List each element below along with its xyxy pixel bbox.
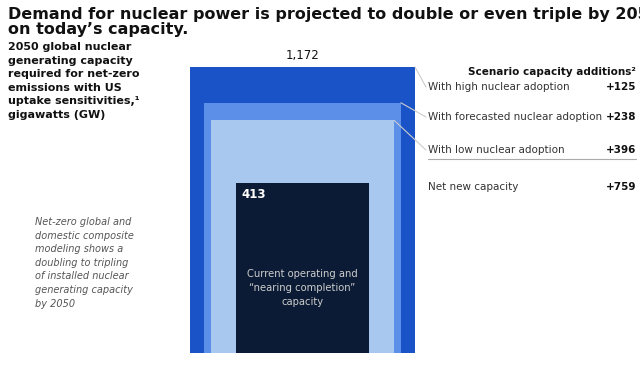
Text: With low nuclear adoption: With low nuclear adoption bbox=[428, 145, 568, 155]
Text: +759: +759 bbox=[605, 182, 636, 192]
Text: 2050 global nuclear
generating capacity
required for net-zero
emissions with US
: 2050 global nuclear generating capacity … bbox=[8, 42, 140, 120]
Text: Net-zero global and
domestic composite
modeling shows a
doubling to tripling
of : Net-zero global and domestic composite m… bbox=[35, 217, 134, 308]
Bar bbox=[204, 103, 401, 353]
Bar bbox=[211, 120, 394, 353]
Text: Net new capacity: Net new capacity bbox=[428, 182, 522, 192]
Bar bbox=[190, 67, 415, 353]
Text: Scenario capacity additions²: Scenario capacity additions² bbox=[468, 67, 636, 77]
Text: on today’s capacity.: on today’s capacity. bbox=[8, 22, 188, 37]
Text: +125: +125 bbox=[605, 82, 636, 92]
Text: +238: +238 bbox=[605, 112, 636, 122]
Text: Demand for nuclear power is projected to double or even triple by 2050 based: Demand for nuclear power is projected to… bbox=[8, 7, 640, 22]
Text: With high nuclear adoption: With high nuclear adoption bbox=[428, 82, 573, 92]
Text: 1,172: 1,172 bbox=[285, 49, 319, 62]
Text: Current operating and
“nearing completion”
capacity: Current operating and “nearing completio… bbox=[247, 269, 358, 307]
Text: +396: +396 bbox=[605, 145, 636, 155]
Text: 413: 413 bbox=[242, 188, 266, 201]
Text: With forecasted nuclear adoption: With forecasted nuclear adoption bbox=[428, 112, 605, 122]
Bar bbox=[236, 183, 369, 353]
